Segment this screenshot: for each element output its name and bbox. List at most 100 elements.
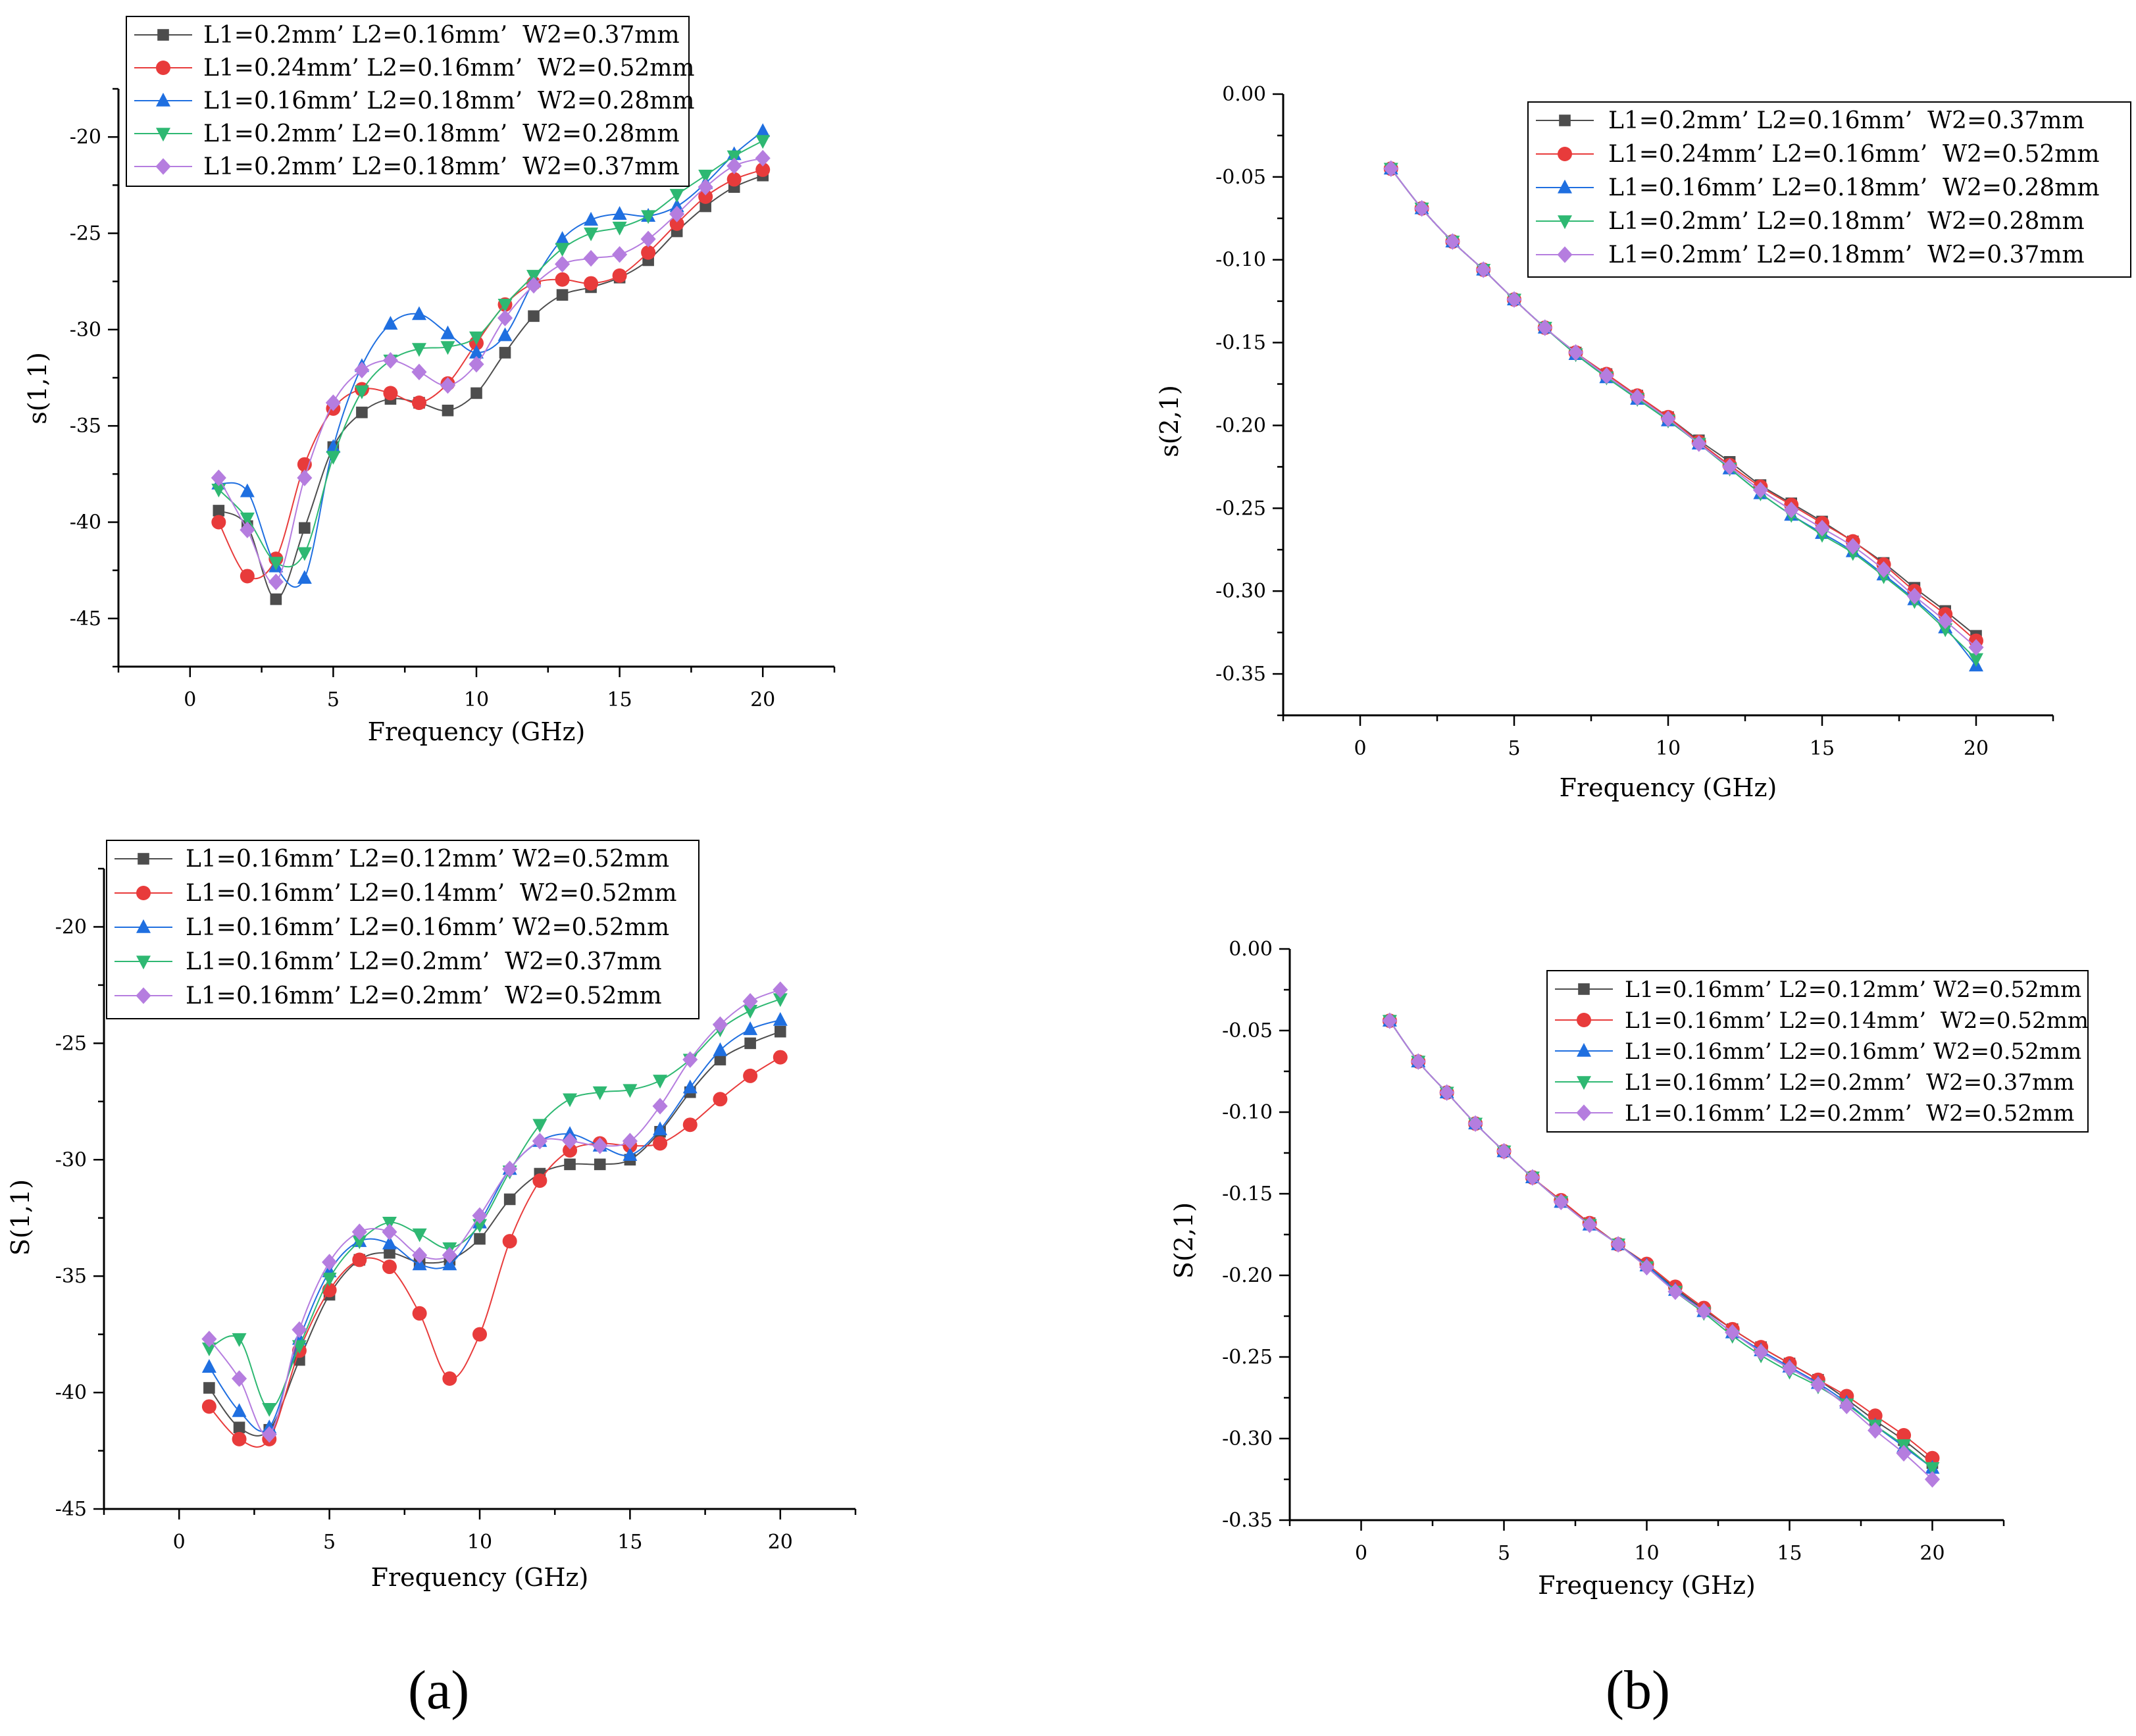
series-1 bbox=[213, 169, 769, 605]
data-point bbox=[211, 515, 226, 530]
legend-entry-label: L1=0.16mm’ L2=0.12mm’ W2=0.52mm bbox=[1625, 977, 2081, 1003]
data-point bbox=[1868, 1408, 1883, 1423]
data-point bbox=[469, 331, 484, 345]
data-point bbox=[442, 404, 454, 417]
data-point bbox=[201, 1342, 216, 1356]
data-point bbox=[641, 210, 656, 224]
data-point bbox=[555, 255, 571, 272]
data-point bbox=[412, 1228, 427, 1242]
legend-marker bbox=[156, 92, 170, 107]
data-point bbox=[474, 1233, 486, 1245]
data-point bbox=[1598, 367, 1614, 384]
data-point bbox=[469, 344, 484, 359]
legend-marker bbox=[136, 956, 151, 970]
y-tick-label: -0.10 bbox=[1215, 249, 1266, 272]
x-tick-label: 5 bbox=[327, 688, 340, 711]
data-point bbox=[563, 1143, 578, 1158]
data-point bbox=[1496, 1142, 1512, 1160]
legend-marker bbox=[1558, 147, 1572, 161]
y-tick-label: -30 bbox=[55, 1148, 87, 1171]
data-point bbox=[1783, 501, 1799, 519]
data-point bbox=[526, 270, 542, 284]
data-point bbox=[1696, 1302, 1712, 1320]
data-point bbox=[584, 276, 599, 291]
data-point bbox=[1722, 458, 1738, 476]
x-tick-label: 15 bbox=[607, 688, 632, 711]
chart-panel-1: 0 5 10 15 20 -45 -40 -35 -30 -25 -20 Frequency (GHz… bbox=[23, 16, 836, 746]
data-point bbox=[472, 1207, 488, 1224]
data-point bbox=[592, 1086, 607, 1100]
data-point bbox=[1444, 233, 1460, 250]
y-tick-label: 0.00 bbox=[1222, 83, 1266, 106]
data-point bbox=[682, 1051, 698, 1068]
x-tick-label: 5 bbox=[1508, 737, 1520, 760]
x-axis-title: Frequency (GHz) bbox=[1538, 1571, 1756, 1600]
data-point bbox=[322, 1254, 338, 1271]
series-2 bbox=[201, 1050, 788, 1448]
x-axis-title: Frequency (GHz) bbox=[1560, 773, 1777, 802]
data-point bbox=[412, 1306, 427, 1321]
series-line bbox=[209, 1056, 781, 1448]
series-line bbox=[218, 174, 763, 600]
legend-entry-label: L1=0.16mm’ L2=0.18mm’ W2=0.28mm bbox=[203, 88, 695, 115]
y-tick-label: -35 bbox=[55, 1265, 87, 1288]
x-tick-label: 5 bbox=[1498, 1542, 1510, 1565]
y-axis-title: S(1,1) bbox=[6, 1179, 35, 1256]
data-point bbox=[351, 1223, 367, 1240]
legend-box bbox=[126, 16, 690, 187]
legend-marker bbox=[1578, 983, 1590, 995]
data-point bbox=[755, 123, 771, 138]
data-point bbox=[297, 547, 312, 561]
data-point bbox=[233, 1421, 245, 1433]
legend: L1=0.2mm’ L2=0.16mm’ W2=0.37mm L1=0.24mm’… bbox=[1527, 101, 2131, 278]
data-point bbox=[652, 1098, 668, 1115]
data-point bbox=[532, 1119, 547, 1133]
data-point bbox=[1525, 1169, 1540, 1186]
data-point bbox=[1876, 561, 1892, 578]
data-point bbox=[232, 1431, 247, 1446]
data-point bbox=[1610, 1236, 1626, 1253]
data-point bbox=[232, 1370, 247, 1387]
chart-panel-2: 0 5 10 15 20 -0.35 -0.30 -0.25 -0.20 -0.15 -0.10 -0… bbox=[1155, 83, 2131, 802]
x-tick-label: 5 bbox=[323, 1531, 336, 1554]
y-tick-label: -0.15 bbox=[1222, 1183, 1273, 1206]
data-point bbox=[411, 306, 426, 320]
series-4 bbox=[201, 993, 788, 1417]
data-point bbox=[383, 315, 398, 330]
data-point bbox=[669, 205, 685, 222]
y-tick-label: -20 bbox=[55, 915, 87, 938]
data-point bbox=[472, 1219, 487, 1233]
data-point bbox=[1582, 1216, 1598, 1233]
y-tick-label: -0.25 bbox=[1215, 497, 1266, 520]
data-point bbox=[1925, 1462, 1940, 1476]
legend-entry-label: L1=0.16mm’ L2=0.16mm’ W2=0.52mm bbox=[1625, 1038, 2081, 1065]
legend-entry-label: L1=0.16mm’ L2=0.12mm’ W2=0.52mm bbox=[186, 846, 669, 873]
data-point bbox=[1382, 1012, 1398, 1029]
data-point bbox=[698, 178, 713, 195]
y-tick-label: -0.30 bbox=[1215, 580, 1266, 603]
legend-entry-label: L1=0.16mm’ L2=0.2mm’ W2=0.37mm bbox=[186, 948, 662, 975]
data-point bbox=[382, 1235, 397, 1250]
legend: L1=0.2mm’ L2=0.16mm’ W2=0.37mm L1=0.24mm’… bbox=[126, 16, 695, 187]
x-tick-label: 15 bbox=[1810, 737, 1835, 760]
y-tick-label: -40 bbox=[55, 1381, 87, 1404]
data-point bbox=[742, 993, 758, 1010]
data-point bbox=[755, 162, 771, 177]
legend-entry-label: L1=0.2mm’ L2=0.18mm’ W2=0.37mm bbox=[1608, 242, 2085, 268]
data-point bbox=[698, 189, 713, 204]
data-point bbox=[383, 386, 398, 401]
data-point bbox=[555, 243, 570, 257]
data-point bbox=[755, 135, 771, 149]
data-point bbox=[556, 289, 569, 301]
legend-box bbox=[1546, 970, 2089, 1133]
legend-marker bbox=[1558, 179, 1572, 193]
data-point bbox=[232, 1403, 247, 1417]
x-tick-label: 15 bbox=[1777, 1542, 1802, 1565]
data-point bbox=[1896, 1428, 1912, 1443]
y-tick-label: -0.15 bbox=[1215, 332, 1266, 355]
data-point bbox=[502, 1234, 517, 1249]
panel-label-b: (b) bbox=[1606, 1660, 1670, 1721]
y-tick-label: -25 bbox=[70, 222, 101, 245]
data-point bbox=[713, 1092, 728, 1107]
data-point bbox=[612, 246, 628, 263]
